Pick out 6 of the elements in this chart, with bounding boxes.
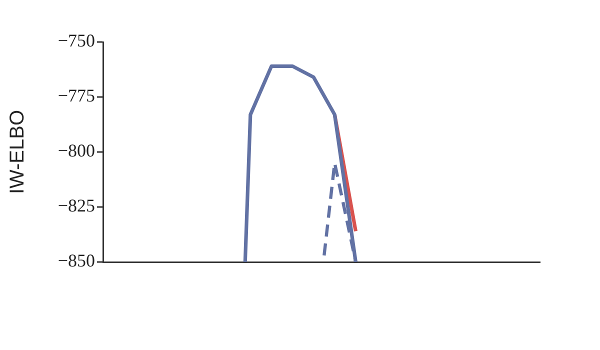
y-tick-label: −825 — [58, 196, 95, 216]
y-axis-title: IW-ELBO — [6, 110, 29, 194]
y-tick-label: −775 — [58, 86, 95, 106]
y-tick-label: −750 — [58, 30, 95, 51]
y-tick-label: −800 — [58, 140, 95, 161]
y-tick-label: −850 — [58, 250, 95, 271]
